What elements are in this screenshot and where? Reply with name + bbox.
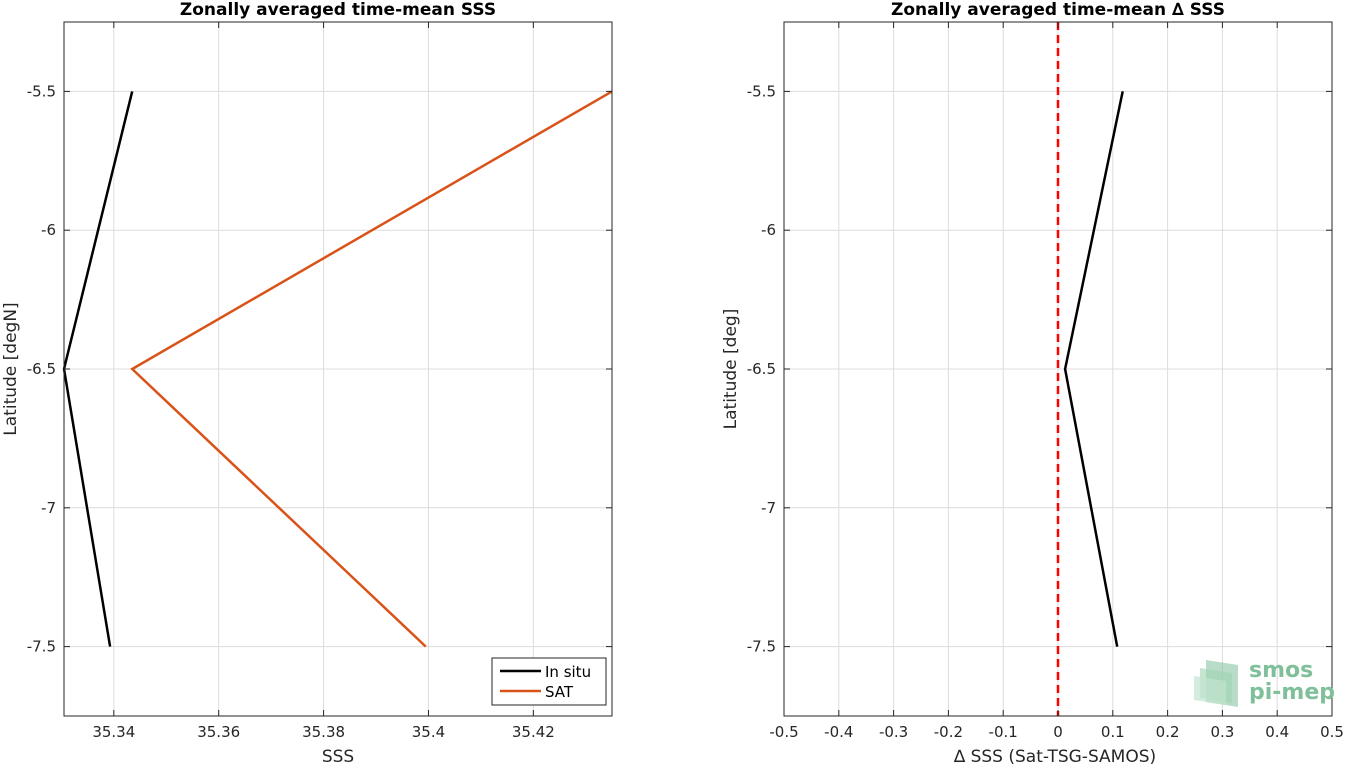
left-chart-panel: 35.34 35.36 35.38 35.4 35.42 -5.5 -6 -6.5 -7 -7.5… [1, 0, 613, 765]
logo-text-smos: smos [1249, 658, 1313, 683]
right-x-tick-label: -0.4 [824, 723, 853, 741]
right-y-axis-label: Latitude [deg] [721, 309, 741, 430]
right-x-tick-label: 0.5 [1320, 723, 1344, 741]
logo-text-pi-mep: pi-mep [1249, 680, 1335, 705]
right-y-tick-label: -7 [761, 499, 776, 517]
left-x-axis-label: SSS [322, 747, 354, 765]
legend-box [491, 657, 607, 706]
left-y-tick-label: -6 [41, 221, 56, 239]
left-x-tick-label: 35.38 [302, 723, 345, 741]
right-y-tick-label: -6 [761, 221, 776, 239]
left-y-axis-label: Latitude [degN] [1, 302, 21, 435]
right-x-tick-label: 0.4 [1265, 723, 1289, 741]
right-series-layer [1056, 22, 1124, 716]
right-x-tick-label: -0.2 [934, 723, 963, 741]
right-x-tick-label: 0.1 [1101, 723, 1125, 741]
right-x-tick-label: 0 [1053, 723, 1063, 741]
left-y-tick-label: -5.5 [27, 82, 56, 100]
left-ticks: 35.34 35.36 35.38 35.4 35.42 -5.5 -6 -6.5 -7 -7.5 [27, 22, 612, 741]
right-y-tick-label: -5.5 [747, 82, 776, 100]
right-x-tick-label: -0.5 [769, 723, 798, 741]
right-x-tick-label: 0.2 [1156, 723, 1180, 741]
legend-label-in-situ: In situ [545, 663, 591, 681]
logo-layers-icon [1194, 660, 1238, 707]
right-chart-title: Zonally averaged time-mean ∆ SSS [891, 0, 1225, 20]
legend: In situ SAT [491, 657, 607, 706]
left-x-tick-label: 35.36 [197, 723, 240, 741]
left-chart-title: Zonally averaged time-mean SSS [180, 0, 496, 20]
left-series-line-sat [130, 90, 613, 648]
left-x-tick-label: 35.42 [512, 723, 555, 741]
smos-pi-mep-logo: smos pi-mep [1194, 658, 1335, 707]
right-x-tick-label: 0.3 [1210, 723, 1234, 741]
left-y-tick-label: -7.5 [27, 638, 56, 656]
right-x-axis-label: ∆ SSS (Sat-TSG-SAMOS) [953, 747, 1156, 765]
right-chart-panel: -0.5 -0.4 -0.3 -0.2 -0.1 0 0.1 0.2 0.3 0.4 0.5 -5.5… [721, 0, 1344, 765]
left-grid [64, 22, 612, 716]
left-x-tick-label: 35.34 [92, 723, 135, 741]
right-x-tick-label: -0.3 [879, 723, 908, 741]
left-y-tick-label: -7 [41, 499, 56, 517]
left-x-tick-label: 35.4 [412, 723, 445, 741]
right-x-tick-label: -0.1 [989, 723, 1018, 741]
left-y-tick-label: -6.5 [27, 360, 56, 378]
right-series-line-delta-sss [1063, 91, 1124, 647]
right-y-tick-label: -7.5 [747, 638, 776, 656]
right-y-tick-label: -6.5 [747, 360, 776, 378]
legend-label-sat: SAT [545, 683, 574, 701]
right-ticks: -0.5 -0.4 -0.3 -0.2 -0.1 0 0.1 0.2 0.3 0.4 0.5 -5.5… [747, 22, 1344, 741]
